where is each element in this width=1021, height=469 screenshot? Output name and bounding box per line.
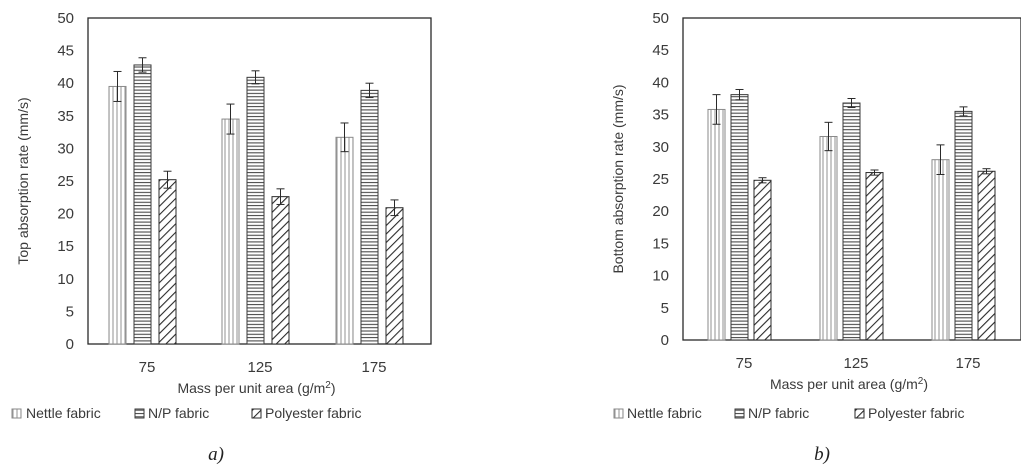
y-tick-label: 5	[661, 300, 669, 317]
bar	[385, 207, 404, 345]
x-axis-title-main: Mass per unit area (g/m	[770, 376, 918, 392]
bar	[158, 179, 177, 345]
legend-swatch	[251, 408, 262, 419]
bar	[108, 85, 127, 345]
bar	[335, 136, 354, 345]
y-tick-label: 0	[661, 332, 669, 349]
y-tick-label: 20	[57, 206, 74, 223]
y-axis-title: Bottom absorption rate (mm/s)	[610, 84, 626, 273]
bar	[730, 94, 749, 341]
y-tick-label: 30	[652, 139, 669, 156]
bar	[931, 159, 950, 341]
y-tick-label: 35	[57, 108, 74, 125]
y-tick-label: 45	[57, 43, 74, 60]
bar	[271, 196, 290, 345]
bar	[753, 179, 772, 341]
legend-swatch	[734, 408, 745, 419]
y-tick-label: 25	[652, 171, 669, 188]
chart-panel-b: 0 5 10 15 20 25 30 35 40 45 50 Bottom absorption ra…	[510, 0, 1021, 469]
y-axis-title: Top absorption rate (mm/s)	[15, 97, 31, 264]
x-axis-title-sup: 2	[325, 380, 331, 391]
y-tick-label: 40	[652, 74, 669, 91]
y-tick-label: 30	[57, 140, 74, 157]
bar	[221, 118, 240, 345]
panel-caption: a)	[208, 444, 224, 465]
panel-caption: b)	[814, 444, 830, 465]
x-tick-label: 175	[361, 359, 386, 376]
legend-swatch	[854, 408, 865, 419]
legend-label: N/P fabric	[148, 405, 209, 421]
x-axis-title: Mass per unit area (g/m2)	[177, 380, 335, 397]
bar	[842, 102, 861, 341]
bar	[865, 172, 884, 341]
y-tick-label: 50	[57, 10, 74, 27]
legend-label: Polyester fabric	[265, 405, 361, 421]
bar	[133, 64, 152, 345]
y-tick-label: 25	[57, 173, 74, 190]
y-tick-label: 15	[57, 238, 74, 255]
legend-swatch	[134, 408, 145, 419]
x-axis-title-main: Mass per unit area (g/m	[177, 380, 325, 396]
y-tick-label: 20	[652, 203, 669, 220]
legend-label: Polyester fabric	[868, 405, 964, 421]
bar	[819, 135, 838, 341]
y-tick-label: 10	[652, 268, 669, 285]
y-tick-label: 15	[652, 235, 669, 252]
bar	[360, 89, 379, 345]
x-axis-title-end: )	[923, 376, 928, 392]
bar	[707, 108, 726, 341]
x-tick-label: 125	[247, 359, 272, 376]
chart-a: 0 5 10 15 20 25 30 35 40 45 50 Top absorption rate …	[11, 10, 432, 465]
chart-b: 0 5 10 15 20 25 30 35 40 45 50 Bottom absorption ra…	[610, 10, 1021, 465]
x-axis-title-end: )	[331, 380, 336, 396]
x-tick-label: 175	[955, 355, 980, 372]
legend-swatch	[11, 408, 22, 419]
x-axis-title-sup: 2	[918, 376, 924, 387]
legend-label: Nettle fabric	[627, 405, 702, 421]
legend-label: Nettle fabric	[26, 405, 101, 421]
legend-swatch	[613, 408, 624, 419]
bar	[246, 76, 265, 345]
bar	[954, 110, 973, 341]
x-tick-label: 75	[139, 359, 156, 376]
y-tick-label: 0	[66, 336, 74, 353]
legend-label: N/P fabric	[748, 405, 809, 421]
y-tick-label: 10	[57, 271, 74, 288]
x-axis-title: Mass per unit area (g/m2)	[770, 376, 928, 393]
y-tick-label: 40	[57, 75, 74, 92]
y-tick-label: 5	[66, 303, 74, 320]
y-tick-label: 45	[652, 42, 669, 59]
x-tick-label: 125	[843, 355, 868, 372]
chart-panel-a: 0 5 10 15 20 25 30 35 40 45 50 Top absorption rate …	[0, 0, 510, 469]
x-tick-label: 75	[736, 355, 753, 372]
y-tick-label: 50	[652, 10, 669, 27]
bar	[977, 170, 996, 341]
y-tick-label: 35	[652, 107, 669, 124]
